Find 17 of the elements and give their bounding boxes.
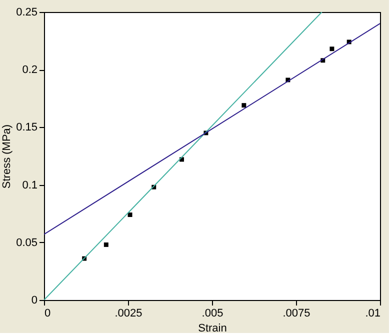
point	[242, 103, 246, 108]
x-tick-label: .0025	[114, 308, 142, 320]
x-tick-label: 0	[44, 308, 51, 320]
y-tick-label: 0.2	[22, 64, 38, 76]
x-tick-label: .005	[202, 308, 224, 320]
y-axis-title: Stress (MPa)	[1, 124, 14, 189]
x-tick-label: .0075	[282, 308, 310, 320]
point	[128, 212, 132, 217]
y-tick-label: 0	[31, 294, 38, 306]
y-tick-label: 0.05	[16, 236, 38, 249]
y-tick-label: 0.15	[16, 122, 38, 134]
x-tick-label: .01	[365, 308, 380, 320]
y-tick-label: 0.25	[16, 6, 38, 18]
x-axis-title: Strain	[198, 322, 227, 334]
y-tick-label: 0.1	[22, 179, 38, 192]
point	[104, 242, 108, 247]
point	[330, 46, 334, 52]
